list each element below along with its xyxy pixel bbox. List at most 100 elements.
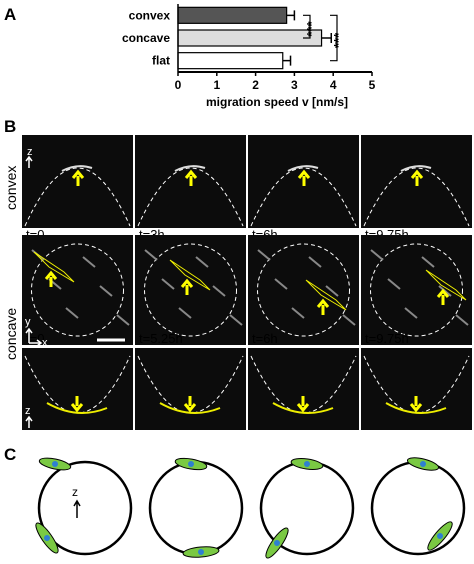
dashed-outline xyxy=(24,355,131,414)
dashed-outline xyxy=(363,167,470,227)
nucleus xyxy=(437,533,443,539)
arrow xyxy=(44,270,58,287)
cell xyxy=(387,278,401,290)
dashed-outline xyxy=(31,243,124,337)
micrograph xyxy=(361,348,472,430)
cell xyxy=(65,307,79,319)
nucleus xyxy=(188,461,194,467)
dashed-outline xyxy=(250,355,357,414)
panel-label: A xyxy=(4,5,16,24)
micrograph xyxy=(135,235,246,345)
cell xyxy=(161,278,175,290)
dashed-outline xyxy=(24,167,131,227)
dashed-outline xyxy=(257,243,350,337)
y-tick-label: flat xyxy=(152,54,170,68)
micrograph xyxy=(135,348,246,430)
y-tick-label: concave xyxy=(122,31,170,45)
axis-label: x xyxy=(42,337,48,349)
schematic-circle xyxy=(370,460,466,556)
dashed-outline xyxy=(137,355,244,414)
cell xyxy=(308,256,322,268)
arrow xyxy=(184,169,198,186)
arrow xyxy=(180,278,194,295)
schematic-circle xyxy=(37,460,133,556)
dashed-outline xyxy=(250,167,357,227)
axis-arrow xyxy=(25,155,33,168)
x-tick-label: 4 xyxy=(330,78,337,92)
arrow xyxy=(297,169,311,186)
cell xyxy=(99,285,113,297)
cell-outline xyxy=(425,269,467,301)
cell-outline xyxy=(33,251,75,283)
cell xyxy=(274,278,288,290)
micrograph xyxy=(22,348,133,430)
cell xyxy=(229,314,243,326)
arrow xyxy=(71,169,85,186)
cell xyxy=(370,249,384,261)
x-tick-label: 2 xyxy=(252,78,259,92)
time-label: t=9.75h xyxy=(365,331,409,346)
arrow xyxy=(436,288,450,305)
x-axis-label: migration speed v [nm/s] xyxy=(206,95,348,109)
cell xyxy=(82,256,96,268)
arrow xyxy=(70,396,84,413)
error-bar xyxy=(321,33,333,43)
bar xyxy=(177,29,323,47)
error-bar xyxy=(282,55,292,66)
arrow xyxy=(296,396,310,413)
cell-outline xyxy=(46,402,108,414)
y-tick-label: convex xyxy=(129,8,171,22)
cell xyxy=(144,249,158,261)
cell xyxy=(421,256,435,268)
bar xyxy=(177,6,288,24)
time-label: t=6h xyxy=(252,331,278,346)
x-tick-label: 1 xyxy=(213,78,220,92)
cell xyxy=(116,314,130,326)
cell xyxy=(438,285,452,297)
cell xyxy=(61,165,93,172)
axis-label: y xyxy=(25,316,31,328)
micrograph xyxy=(248,235,359,345)
x-tick-label: 0 xyxy=(175,78,182,92)
nucleus xyxy=(274,540,280,546)
arrow xyxy=(316,298,330,315)
cell xyxy=(287,165,319,172)
cell xyxy=(342,314,356,326)
significance-bracket xyxy=(303,14,311,39)
significance-label: *** xyxy=(331,32,346,48)
axis-arrow xyxy=(25,327,43,347)
micrograph xyxy=(248,348,359,430)
axis-label: z xyxy=(72,485,78,499)
panel-label: C xyxy=(4,445,16,464)
nucleus xyxy=(420,461,426,467)
axis-arrow xyxy=(25,415,33,428)
dashed-outline xyxy=(363,355,470,414)
micrograph xyxy=(361,235,472,345)
cell xyxy=(178,307,192,319)
cell-outline xyxy=(169,259,211,291)
error-bar xyxy=(286,10,296,21)
arrow xyxy=(183,396,197,413)
cell xyxy=(325,285,339,297)
cell xyxy=(257,249,271,261)
time-label: t=5.25h xyxy=(139,331,183,346)
cell-outline xyxy=(159,402,221,414)
axis-arrow xyxy=(73,499,81,518)
cell-outline xyxy=(272,402,334,414)
cell xyxy=(195,256,209,268)
x-tick-label: 3 xyxy=(291,78,298,92)
significance-label: *** xyxy=(304,21,319,37)
micrograph xyxy=(22,235,133,345)
arrow xyxy=(410,169,424,186)
x-tick-label: 5 xyxy=(369,78,376,92)
dashed-outline xyxy=(144,243,237,337)
bar xyxy=(177,52,284,70)
significance-bracket xyxy=(330,14,338,62)
axis-label: z xyxy=(27,146,33,158)
axis-label: z xyxy=(25,405,31,417)
dashed-outline xyxy=(137,167,244,227)
dashed-outline xyxy=(370,243,463,337)
cell xyxy=(291,307,305,319)
arrow xyxy=(409,396,423,413)
